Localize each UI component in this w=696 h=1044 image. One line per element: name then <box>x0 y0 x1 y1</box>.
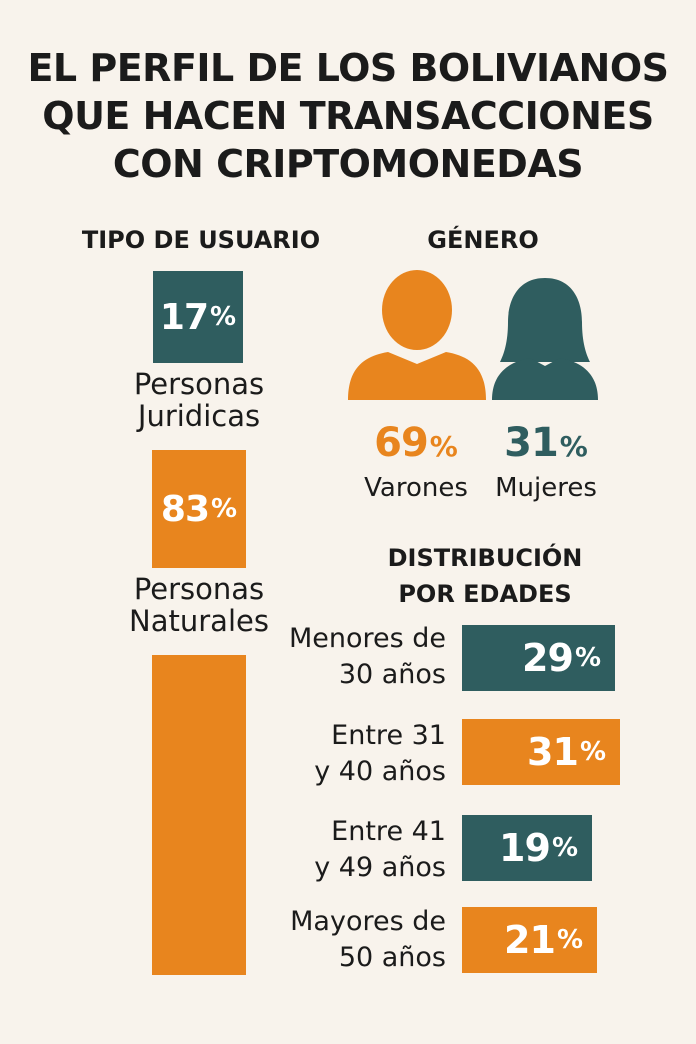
age-label-31-40: Entre 31 y 40 años <box>270 718 446 790</box>
juridicas-label-line-1: Personas <box>133 367 265 401</box>
age-label-31-40-line-2: y 40 años <box>314 756 446 787</box>
age-value-41-49: 19 <box>499 826 551 870</box>
title-line-2: QUE HACEN TRANSACCIONES <box>42 94 654 138</box>
male-body <box>348 352 486 400</box>
juridicas-label: Personas Juridicas <box>104 368 294 432</box>
age-value-31-40: 31 <box>527 730 579 774</box>
age-unit-31-40: % <box>579 737 606 767</box>
naturales-value-box: 83% <box>152 450 246 568</box>
title-line-1: EL PERFIL DE LOS BOLIVIANOS <box>27 46 669 90</box>
age-distribution-heading: DISTRIBUCIÓN POR EDADES <box>340 540 630 612</box>
female-percentage: 31% <box>484 420 608 466</box>
age-label-over-50-line-2: 50 años <box>338 942 446 973</box>
male-value: 69 <box>374 420 429 466</box>
female-hair <box>500 278 590 362</box>
age-label-31-40-line-1: Entre 31 <box>331 720 446 751</box>
age-value-over-50: 21 <box>504 918 556 962</box>
female-unit: % <box>559 430 588 463</box>
male-head <box>382 270 452 350</box>
naturales-label-line-1: Personas <box>133 572 265 606</box>
age-label-under-30-line-1: Menores de <box>288 623 446 654</box>
female-label: Mujeres <box>495 473 597 503</box>
age-bar-31-40: 31% <box>462 719 620 785</box>
naturales-label: Personas Naturales <box>104 573 294 637</box>
age-bar-under-30: 29% <box>462 625 615 691</box>
naturales-label-line-2: Naturales <box>129 604 269 638</box>
naturales-bar <box>152 655 246 975</box>
male-person-icon <box>348 270 486 400</box>
age-label-under-30-line-2: 30 años <box>338 659 446 690</box>
juridicas-value-box: 17% <box>153 271 243 363</box>
gender-heading: GÉNERO <box>427 226 539 254</box>
age-bar-41-49: 19% <box>462 815 592 881</box>
age-label-41-49-line-2: y 49 años <box>314 852 446 883</box>
female-body <box>492 358 598 400</box>
page-title: EL PERFIL DE LOS BOLIVIANOS QUE HACEN TR… <box>0 44 696 188</box>
age-value-under-30: 29 <box>522 636 574 680</box>
user-type-heading: TIPO DE USUARIO <box>81 226 321 254</box>
age-bar-over-50: 21% <box>462 907 597 973</box>
age-heading-line-1: DISTRIBUCIÓN <box>387 544 583 572</box>
male-label: Varones <box>364 473 468 503</box>
male-unit: % <box>429 430 458 463</box>
age-label-over-50-line-1: Mayores de <box>290 906 446 937</box>
age-label-under-30: Menores de 30 años <box>270 621 446 693</box>
juridicas-value: 17 <box>159 296 209 338</box>
naturales-unit: % <box>211 494 238 524</box>
title-line-3: CON CRIPTOMONEDAS <box>112 142 584 186</box>
age-unit-41-49: % <box>551 833 578 863</box>
female-value: 31 <box>504 420 559 466</box>
age-unit-over-50: % <box>556 925 583 955</box>
age-label-41-49: Entre 41 y 49 años <box>270 814 446 886</box>
age-heading-line-2: POR EDADES <box>398 580 572 608</box>
age-unit-under-30: % <box>574 643 601 673</box>
naturales-value: 83 <box>160 488 210 530</box>
female-person-icon <box>492 278 598 400</box>
age-label-41-49-line-1: Entre 41 <box>331 816 446 847</box>
juridicas-unit: % <box>210 302 237 332</box>
age-label-over-50: Mayores de 50 años <box>270 904 446 976</box>
male-percentage: 69% <box>354 420 478 466</box>
juridicas-label-line-2: Juridicas <box>137 399 261 433</box>
